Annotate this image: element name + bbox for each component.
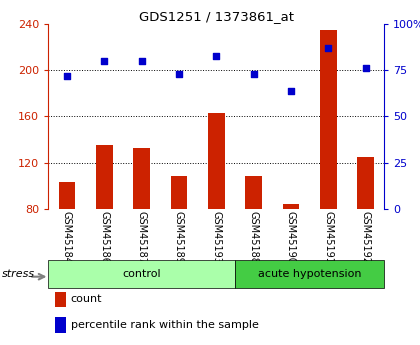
Point xyxy=(213,53,220,58)
Text: GSM45190: GSM45190 xyxy=(286,211,296,264)
Text: GSM45192: GSM45192 xyxy=(361,211,370,264)
Text: GSM45186: GSM45186 xyxy=(99,211,109,264)
Point xyxy=(362,66,369,71)
Point xyxy=(63,73,70,79)
Bar xyxy=(245,176,262,209)
Bar xyxy=(208,113,225,209)
Point xyxy=(101,58,108,64)
Bar xyxy=(96,145,113,209)
Text: count: count xyxy=(71,294,102,304)
Text: GSM45184: GSM45184 xyxy=(62,211,72,264)
Point xyxy=(250,71,257,77)
Bar xyxy=(133,148,150,209)
Text: acute hypotension: acute hypotension xyxy=(258,269,361,279)
Text: GSM45191: GSM45191 xyxy=(323,211,333,264)
Text: control: control xyxy=(122,269,161,279)
Bar xyxy=(320,30,337,209)
Point xyxy=(288,88,294,93)
Text: percentile rank within the sample: percentile rank within the sample xyxy=(71,320,258,330)
Text: GSM45188: GSM45188 xyxy=(249,211,259,264)
Text: GSM45193: GSM45193 xyxy=(211,211,221,264)
Point xyxy=(138,58,145,64)
Title: GDS1251 / 1373861_at: GDS1251 / 1373861_at xyxy=(139,10,294,23)
Text: GSM45187: GSM45187 xyxy=(136,211,147,264)
Point xyxy=(325,46,332,51)
Bar xyxy=(171,176,187,209)
Bar xyxy=(235,260,384,288)
Text: GSM45189: GSM45189 xyxy=(174,211,184,264)
Bar xyxy=(283,204,299,209)
Point xyxy=(176,71,182,77)
Bar xyxy=(58,182,75,209)
Bar xyxy=(357,157,374,209)
Text: stress: stress xyxy=(2,269,35,279)
Bar xyxy=(48,260,235,288)
